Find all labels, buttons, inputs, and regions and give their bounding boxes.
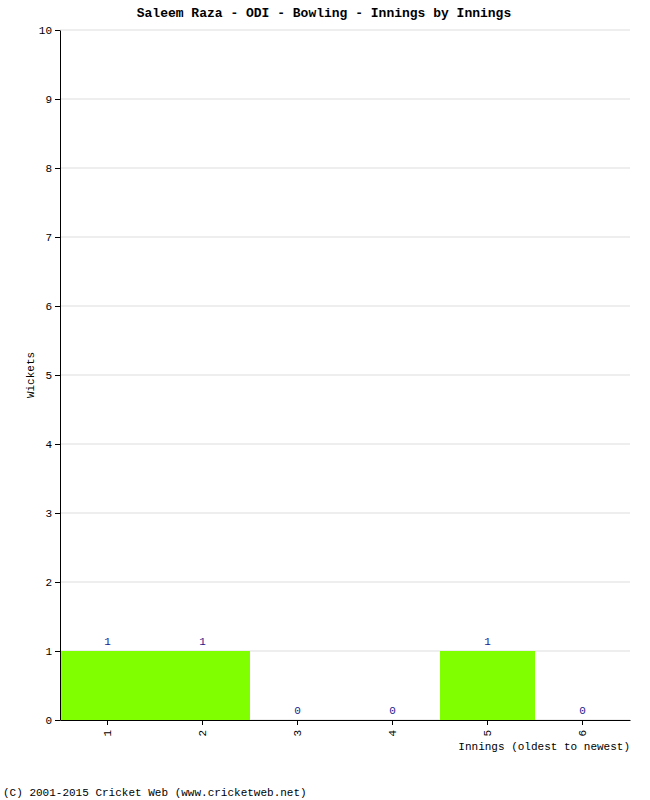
grid-line xyxy=(60,582,630,583)
tick: 4 xyxy=(387,720,399,737)
tick-mark xyxy=(55,99,60,100)
tick-mark xyxy=(55,513,60,514)
y-axis: 0 1 2 3 4 5 6 7 8 9 10 xyxy=(39,25,61,727)
data-labels: 1 1 0 0 1 0 xyxy=(104,636,586,717)
tick-label: 0 xyxy=(45,715,52,727)
grid-line xyxy=(60,306,630,307)
bar xyxy=(250,720,345,721)
tick: 6 xyxy=(577,720,589,737)
chart: 012345678910123456110010Saleem Raza - OD… xyxy=(0,0,650,800)
tick-mark xyxy=(202,720,203,725)
tick-label: 1 xyxy=(45,646,52,658)
bar xyxy=(155,651,250,720)
bars xyxy=(60,651,535,720)
grid-line xyxy=(60,444,630,445)
tick-label: 4 xyxy=(387,730,399,737)
data-label: 0 xyxy=(389,705,396,717)
data-label: 1 xyxy=(199,636,206,648)
tick-label: 2 xyxy=(45,577,52,589)
annotation: (C) 2001-2015 Cricket Web (www.cricketwe… xyxy=(3,787,307,799)
grid-line xyxy=(60,99,630,100)
tick-label: 7 xyxy=(45,232,52,244)
bar xyxy=(345,720,440,721)
bar xyxy=(60,651,155,720)
bar xyxy=(440,651,535,720)
tick-label: 6 xyxy=(577,730,589,737)
data-label: 1 xyxy=(484,636,491,648)
tick-mark xyxy=(297,720,298,725)
tick-label: 6 xyxy=(45,301,52,313)
tick: 5 xyxy=(482,720,494,737)
x-axis: 1 2 3 4 5 6 xyxy=(61,720,631,737)
tick-label: 3 xyxy=(292,730,304,737)
tick: 5 xyxy=(45,370,60,382)
tick-mark xyxy=(107,720,108,725)
tick-label: 1 xyxy=(102,730,114,737)
tick-mark xyxy=(55,651,60,652)
tick-mark xyxy=(55,444,60,445)
tick-label: 8 xyxy=(45,163,52,175)
tick-label: 10 xyxy=(39,25,52,37)
data-label: 0 xyxy=(579,705,586,717)
tick: 8 xyxy=(45,163,60,175)
grid xyxy=(60,30,630,720)
tick: 7 xyxy=(45,232,60,244)
tick: 6 xyxy=(45,301,60,313)
tick: 1 xyxy=(102,720,114,737)
tick: 9 xyxy=(45,94,60,106)
tick: 0 xyxy=(45,715,60,727)
tick-label: 9 xyxy=(45,94,52,106)
tick-label: 3 xyxy=(45,508,52,520)
tick-label: 4 xyxy=(45,439,52,451)
x-axis-title: Innings (oldest to newest) xyxy=(458,741,630,753)
grid-line xyxy=(60,375,630,376)
tick-mark xyxy=(55,30,60,31)
axis-line xyxy=(60,31,61,721)
data-label: 0 xyxy=(294,705,301,717)
data-label: 1 xyxy=(104,636,111,648)
tick-mark xyxy=(55,168,60,169)
grid-line xyxy=(60,30,630,31)
annotations: (C) 2001-2015 Cricket Web (www.cricketwe… xyxy=(3,787,307,799)
tick-mark xyxy=(55,306,60,307)
tick: 3 xyxy=(45,508,60,520)
tick-mark xyxy=(487,720,488,725)
grid-line xyxy=(60,237,630,238)
tick: 10 xyxy=(39,25,60,37)
tick-mark xyxy=(55,375,60,376)
bar xyxy=(535,720,630,721)
tick-label: 5 xyxy=(45,370,52,382)
background xyxy=(0,0,650,800)
grid-line xyxy=(60,513,630,514)
y-axis-title: Wickets xyxy=(25,352,37,398)
tick: 3 xyxy=(292,720,304,737)
tick-label: 5 xyxy=(482,730,494,737)
tick-mark xyxy=(55,582,60,583)
tick: 1 xyxy=(45,646,60,658)
axis-line xyxy=(61,720,631,721)
grid-line xyxy=(60,168,630,169)
tick: 4 xyxy=(45,439,60,451)
tick-mark xyxy=(55,237,60,238)
tick-label: 2 xyxy=(197,730,209,737)
tick-mark xyxy=(55,720,60,721)
title: Saleem Raza - ODI - Bowling - Innings by… xyxy=(137,6,512,21)
tick-mark xyxy=(392,720,393,725)
tick: 2 xyxy=(45,577,60,589)
tick: 2 xyxy=(197,720,209,737)
tick-mark xyxy=(582,720,583,725)
